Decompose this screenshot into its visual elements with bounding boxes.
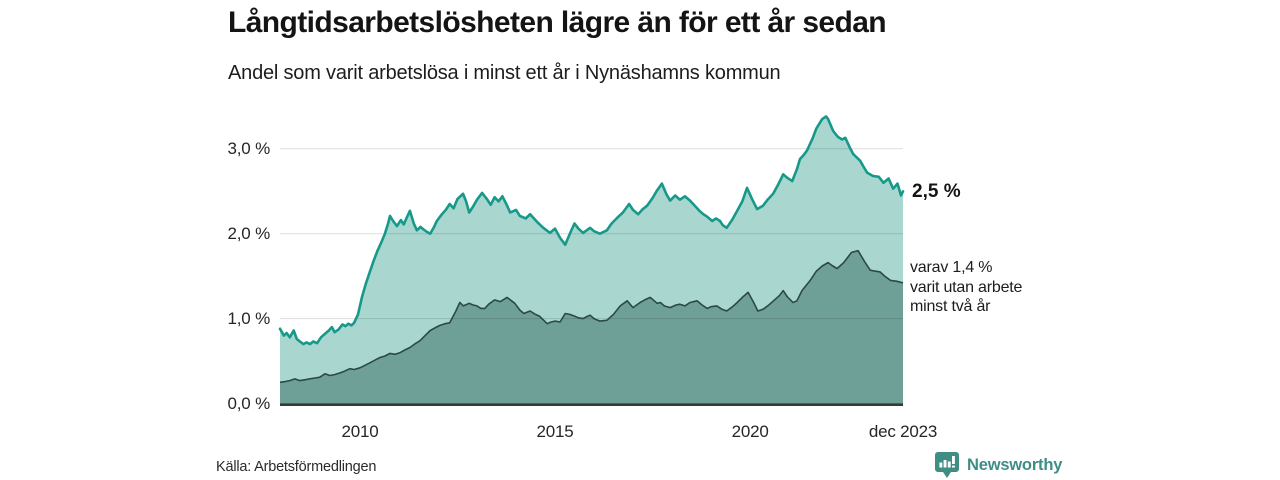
x-tick-label: dec 2023 (868, 422, 938, 441)
x-tick-label: 2010 (341, 422, 379, 441)
y-tick-label: 0,0 % (227, 393, 271, 413)
end-value-two-years-line: minst två år (910, 298, 991, 315)
y-tick-label: 2,0 % (227, 223, 271, 243)
newsworthy-icon (935, 452, 959, 478)
newsworthy-wordmark: Newsworthy (967, 455, 1063, 474)
newsworthy-logo: Newsworthy (934, 451, 1062, 479)
line-two-years (279, 249, 904, 384)
end-value-two-years: varav 1,4 % varit utan arbete minst två år (910, 258, 1022, 317)
line-total (278, 115, 905, 346)
page-title: Långtidsarbetslösheten lägre än för ett … (228, 6, 887, 39)
y-tick-label: 1,0 % (227, 308, 271, 328)
x-tick-label: 2020 (731, 422, 769, 441)
chart-subtitle: Andel som varit arbetslösa i minst ett å… (228, 62, 781, 84)
end-value-two-years-line: varit utan arbete (910, 278, 1023, 296)
x-tick-label: 2015 (536, 422, 574, 441)
area-two-years (280, 250, 903, 404)
y-tick-label: 3,0 % (227, 138, 271, 158)
end-value-total: 2,5 % (912, 181, 961, 202)
source-note: Källa: Arbetsförmedlingen (216, 459, 377, 475)
end-value-two-years-line: varav 1,4 % (910, 259, 993, 276)
